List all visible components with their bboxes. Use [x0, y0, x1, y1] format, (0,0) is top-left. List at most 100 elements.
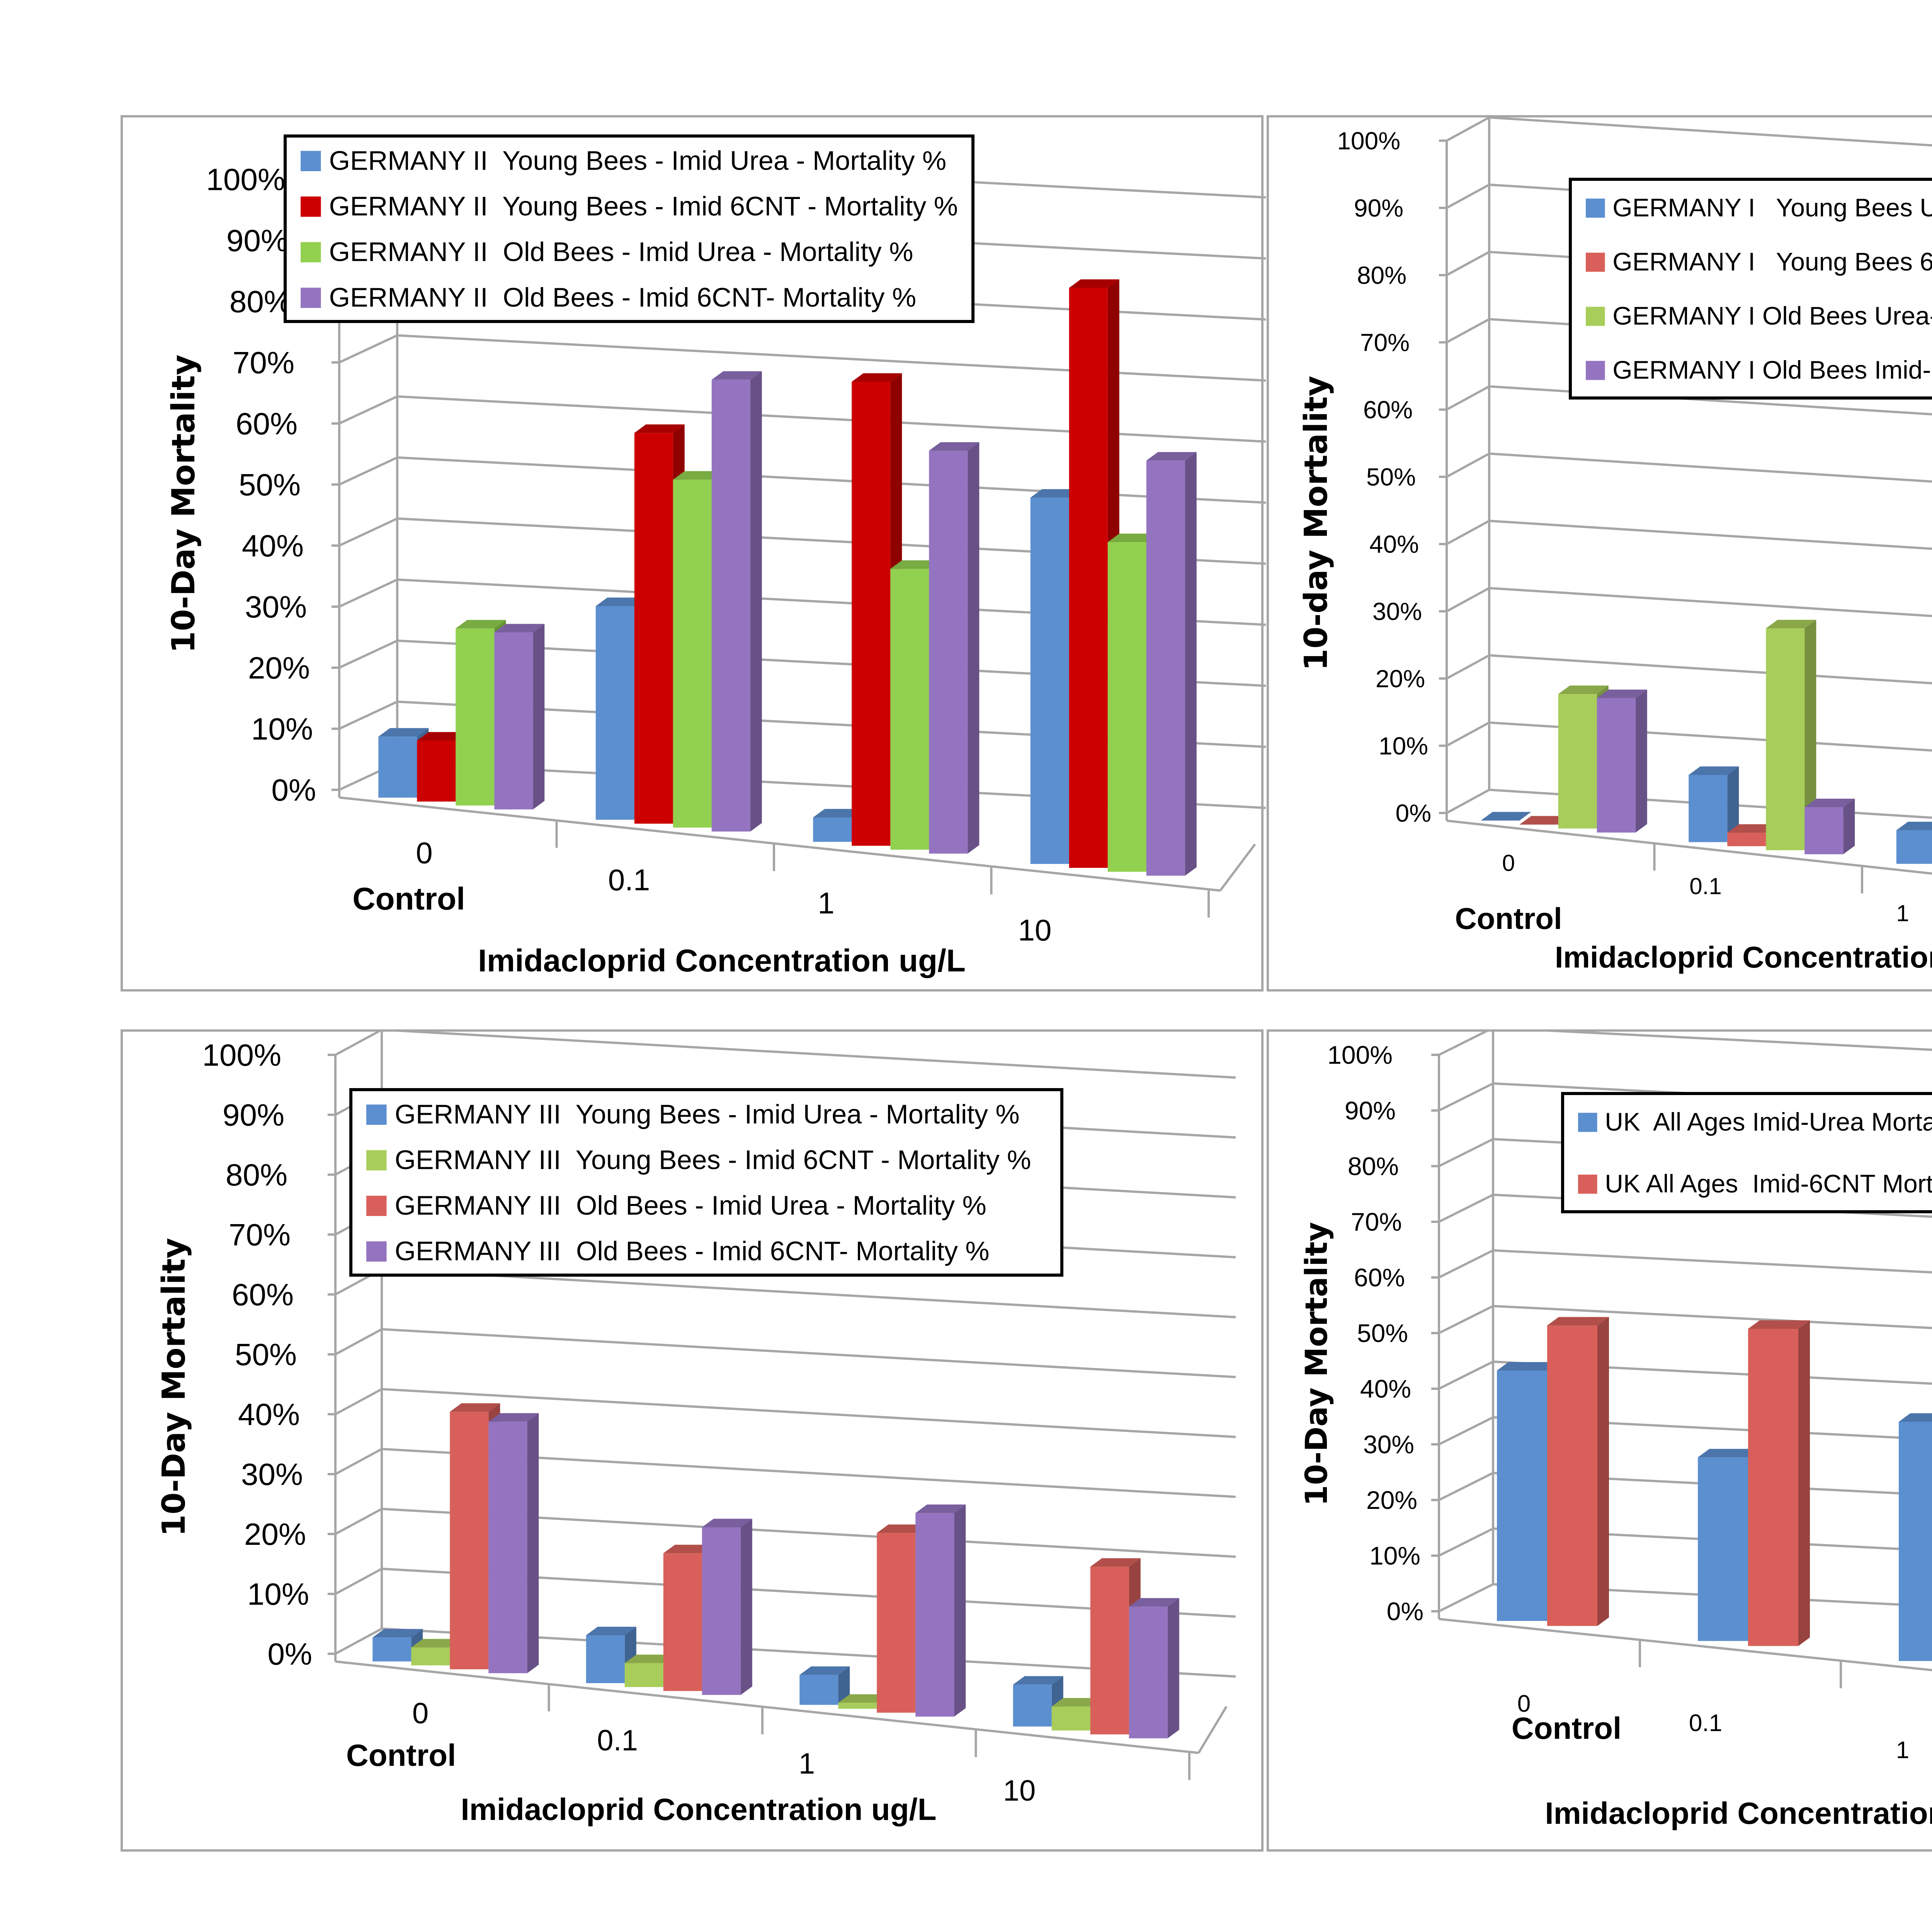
x-tick-label: 0.1 — [1689, 873, 1721, 899]
bar-front — [1896, 830, 1932, 864]
x-tick-label: 10 — [1003, 1774, 1036, 1807]
bar-front — [877, 1533, 916, 1713]
y-tick-label: 20% — [248, 651, 310, 685]
bar-front — [1698, 1457, 1748, 1641]
x-tick-label: 1 — [818, 886, 834, 920]
y-tick-label: 100% — [1337, 127, 1400, 155]
legend-item: GERMANY II Old Bees - Imid 6CNT- Mortali… — [301, 282, 916, 313]
gridline-side — [1438, 1527, 1494, 1557]
chart-germany-ii: 0% 10% 20% 30% 40% 50% 60% 70% 80% 90% 100% 0 0.1 1 10… — [121, 115, 1266, 992]
bars — [378, 279, 1197, 876]
gridline-back — [397, 395, 1266, 443]
y-tick-label: 50% — [235, 1337, 297, 1372]
legend-box — [284, 134, 975, 323]
bar-top — [915, 1504, 966, 1513]
bar — [1129, 1598, 1179, 1738]
gridline-side — [1446, 789, 1490, 814]
bar-side — [1597, 1317, 1609, 1626]
legend: GERMANY I Young Bees Urea-Imid Mortality… — [1569, 178, 1932, 400]
y-tick-label: 70% — [229, 1218, 291, 1252]
y-tick-label: 80% — [226, 1158, 287, 1192]
bar-side — [533, 624, 545, 810]
y-tick-label: 50% — [1366, 463, 1416, 491]
bar-top — [663, 1544, 714, 1553]
x-axis-title: Imidacloprid Concentration ug/L — [1555, 940, 1932, 974]
bar — [1547, 1317, 1609, 1626]
gridline-side — [1438, 1583, 1494, 1612]
bar-top — [838, 1694, 889, 1703]
y-tick-label: 30% — [1363, 1430, 1414, 1459]
legend-item: GERMANY III Old Bees - Imid Urea - Morta… — [366, 1190, 986, 1221]
y-tick-label: 40% — [1360, 1374, 1411, 1403]
y-tick-label: 0% — [1396, 799, 1432, 827]
y-tick-label: 20% — [1366, 1486, 1417, 1514]
gridline-side — [338, 578, 398, 608]
bar-top — [1107, 533, 1158, 542]
legend-item: UK All Ages Imid-Urea Mortality % — [1578, 1107, 1932, 1136]
bar — [494, 624, 545, 810]
legend-item: GERMANY I Old Bees Urea-Imid Mortality % — [1586, 301, 1932, 330]
gridline-back — [1493, 1305, 1932, 1329]
bar-top — [702, 1519, 752, 1527]
y-tick-label: 60% — [236, 406, 298, 441]
x-axis-title: Imidacloprid Concentration ug/L — [478, 943, 966, 978]
gridline-back — [1493, 1361, 1932, 1385]
x-tick-label: 0 — [416, 836, 432, 870]
y-tick-label: 100% — [1327, 1041, 1393, 1069]
legend-swatch — [301, 196, 321, 217]
gridline-side — [1438, 1472, 1494, 1501]
gridline-side — [338, 334, 398, 364]
control-label: Control — [1512, 1711, 1621, 1745]
bar — [1597, 689, 1647, 833]
y-tick-label: 10% — [251, 712, 313, 746]
bar-front — [372, 1637, 412, 1662]
bar-front — [799, 1675, 838, 1705]
bar-top — [673, 471, 723, 480]
x-tick-label: 1 — [1896, 900, 1909, 926]
bar-side — [1635, 689, 1647, 833]
gridline-back — [397, 456, 1266, 504]
legend-item: GERMANY III Young Bees - Imid Urea - Mor… — [366, 1099, 1020, 1129]
x-axis-line — [1446, 820, 1932, 875]
y-tick-label: 70% — [233, 345, 294, 380]
bar — [1804, 798, 1855, 854]
bar-side — [838, 1666, 850, 1705]
bar-front — [702, 1527, 741, 1695]
legend-swatch — [1586, 198, 1605, 218]
legend-label: GERMANY III Young Bees - Imid Urea - Mor… — [395, 1099, 1020, 1129]
control-label: Control — [1455, 901, 1562, 935]
gridline-back — [1547, 1032, 1932, 1051]
gridline-back — [1493, 1527, 1932, 1552]
x-axis-line — [1439, 1618, 1932, 1672]
bar-top — [488, 1413, 539, 1422]
bars — [1497, 1317, 1932, 1661]
bar — [702, 1519, 752, 1695]
bar-front — [411, 1647, 450, 1665]
y-tick-label: 40% — [242, 529, 304, 563]
gridline-side — [1438, 1082, 1494, 1112]
bar-top — [1896, 821, 1932, 830]
y-tick-label: 50% — [239, 468, 301, 502]
legend-swatch — [366, 1196, 387, 1216]
gridline-side — [1446, 184, 1490, 209]
legend-label: UK All Ages Imid-6CNT Mortality % — [1605, 1169, 1932, 1198]
y-tick-label: 90% — [226, 223, 288, 258]
legend-swatch — [1578, 1112, 1597, 1132]
chart-germany-i: 0% 10% 20% 30% 40% 50% 60% 70% 80% 90% 100% 0 0.1 1 10… — [1267, 115, 1932, 992]
gridline-back — [381, 1268, 1236, 1318]
bar-front — [1107, 542, 1146, 872]
y-tick-label: 0% — [271, 773, 316, 807]
bar-front — [488, 1422, 527, 1673]
x-tick-label: 1 — [799, 1747, 815, 1780]
bar-top — [1519, 816, 1570, 825]
bar-side — [1167, 1598, 1179, 1738]
bar — [1481, 812, 1531, 821]
x-axis-right-edge — [1197, 1706, 1228, 1754]
bar-front — [634, 433, 673, 824]
y-tick-label: 90% — [1354, 194, 1403, 222]
legend-label: GERMANY II Young Bees - Imid Urea - Mort… — [329, 146, 947, 176]
bar — [915, 1504, 966, 1717]
bar-side — [954, 1504, 966, 1717]
gridline-back — [1489, 587, 1932, 617]
bar-side — [750, 371, 762, 832]
